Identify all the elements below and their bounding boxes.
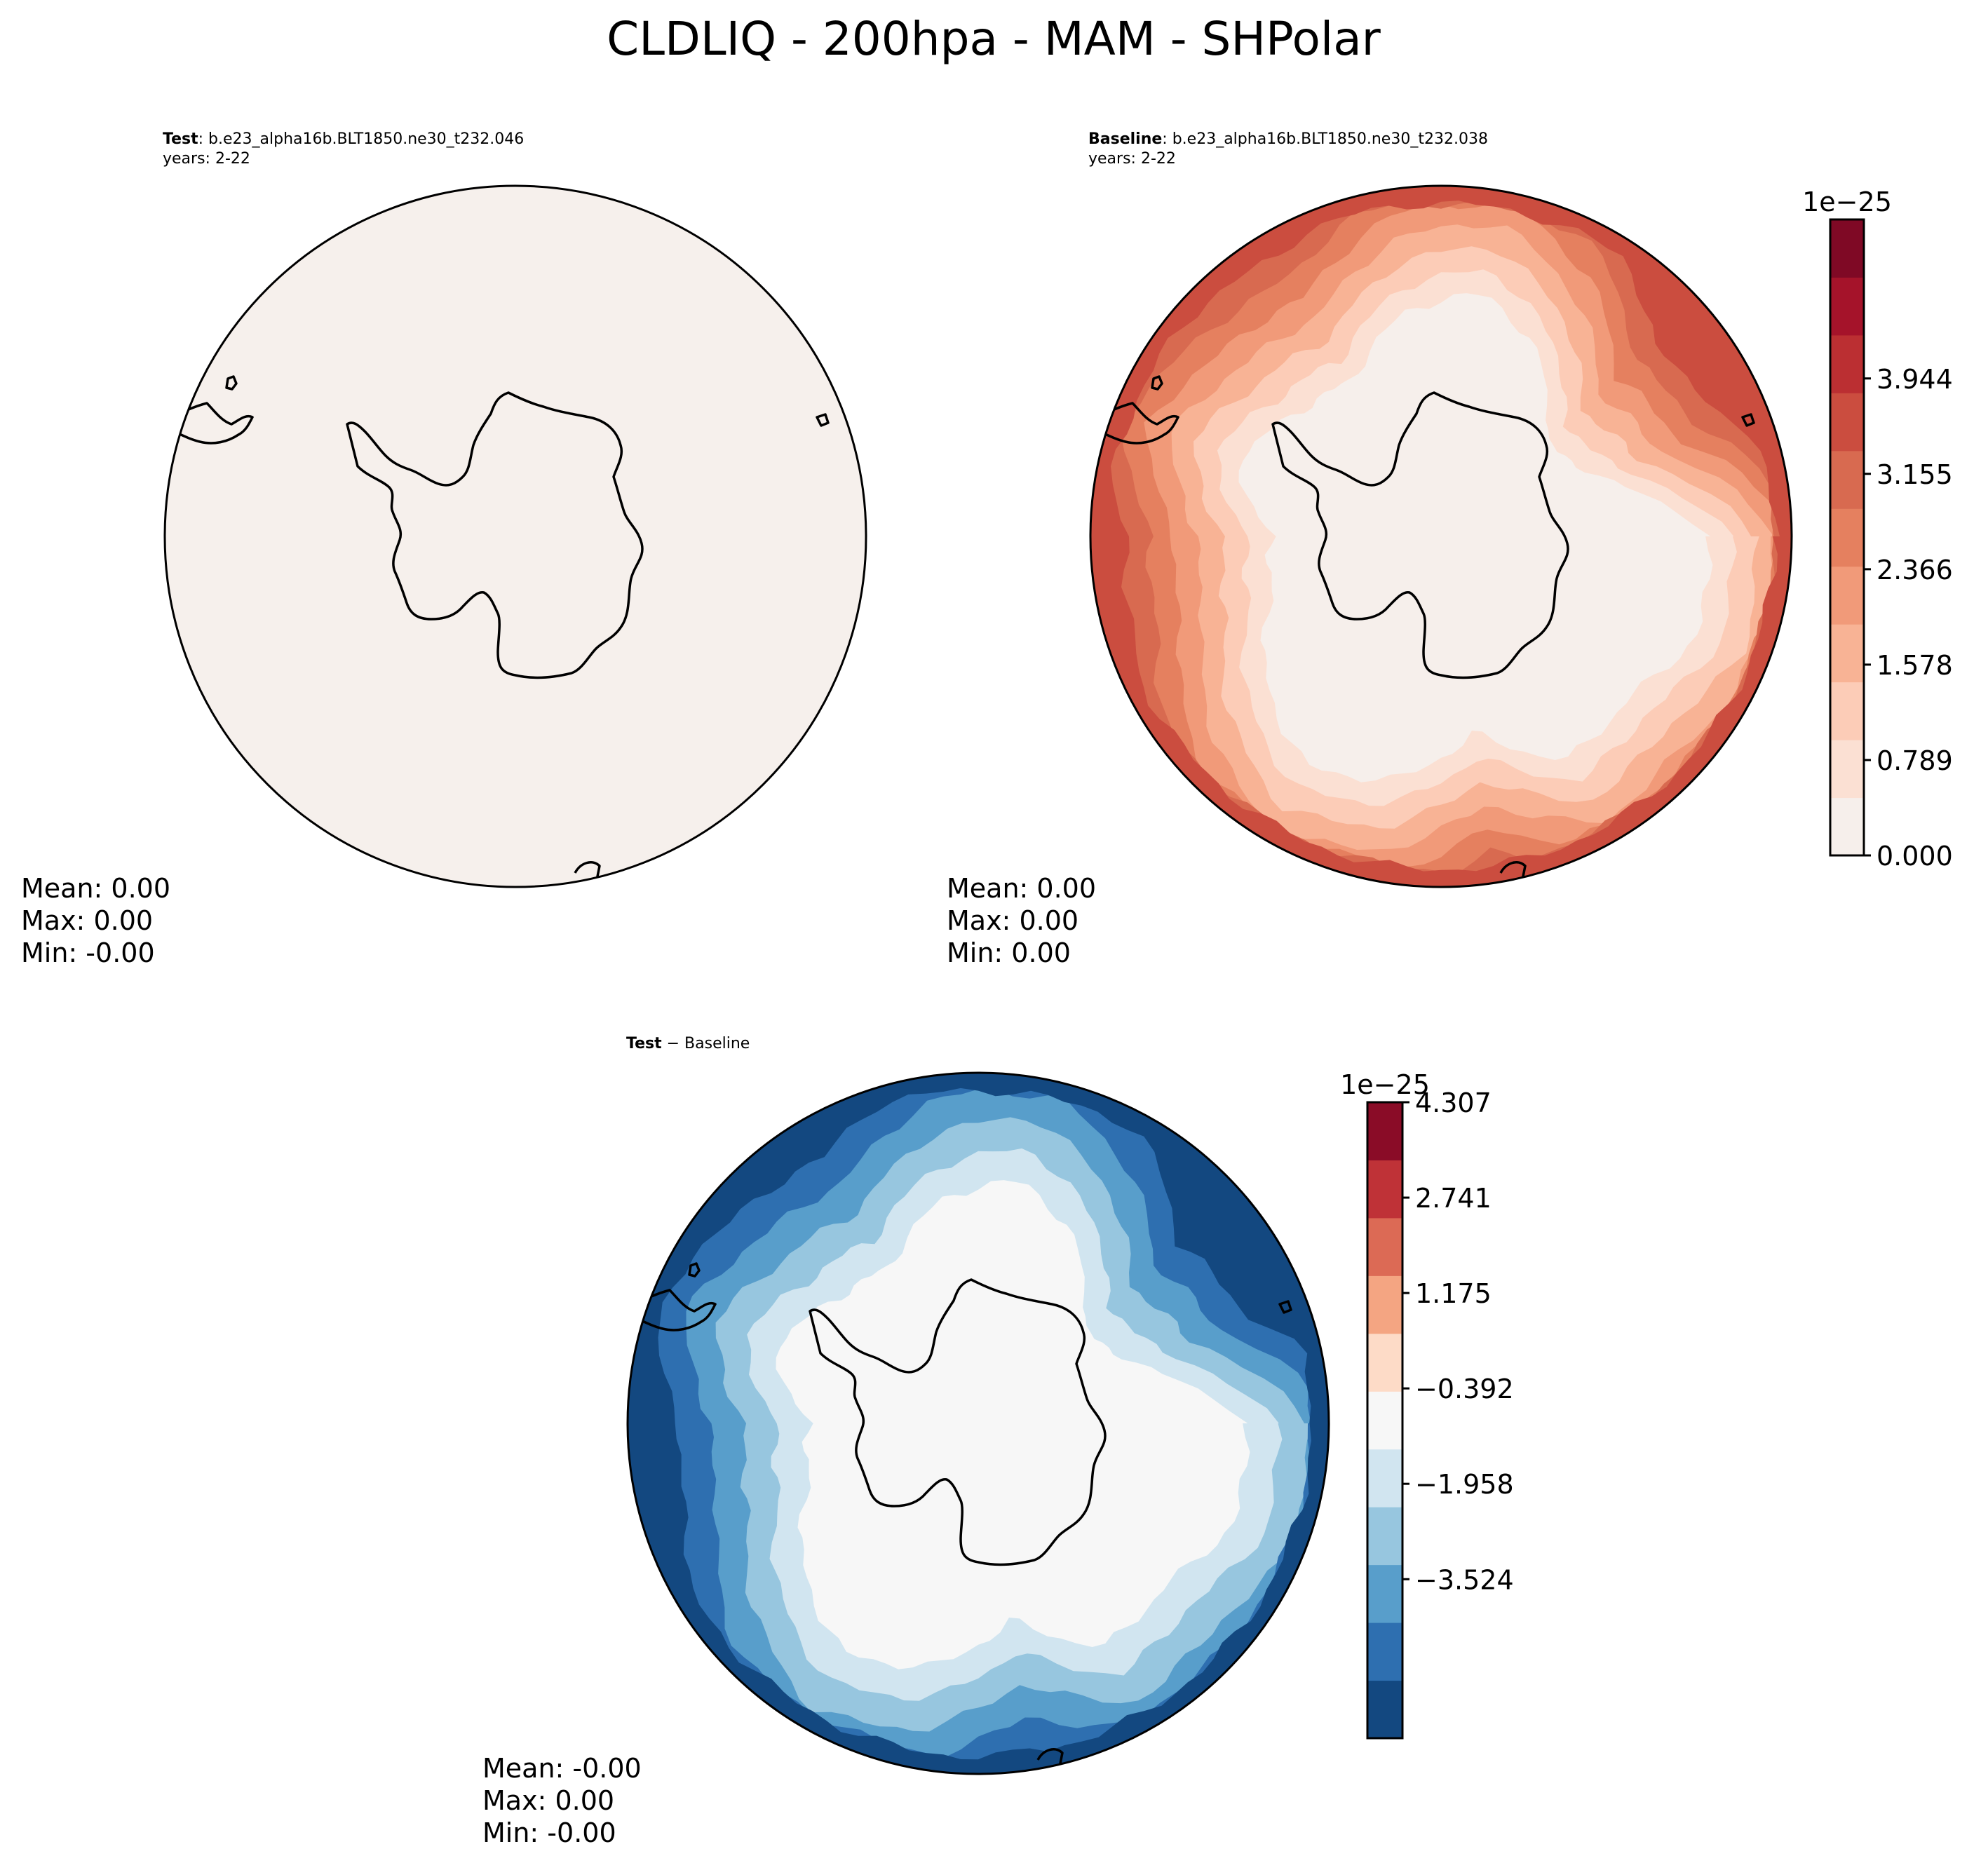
- panel-label-rest: − Baseline: [662, 1035, 750, 1052]
- map-test-field: [165, 186, 866, 887]
- map-difference-field: [628, 1073, 1329, 1774]
- panel-label-bold: Baseline: [1088, 130, 1162, 148]
- colorbar-difference-swatch-9: [1367, 1160, 1402, 1219]
- panel-label-bold: Test: [626, 1035, 662, 1052]
- colorbar-tick-label: −1.958: [1415, 1469, 1514, 1500]
- panel-label-bold: Test: [163, 130, 198, 148]
- colorbar-tick-label: 3.944: [1877, 364, 1953, 395]
- colorbar-baseline-exponent: 1e−25: [1802, 187, 1892, 217]
- colorbar-baseline-swatch-2: [1830, 682, 1864, 740]
- colorbar-difference-swatch-5: [1367, 1391, 1402, 1450]
- stats-difference-1: Max: 0.00: [482, 1785, 614, 1816]
- stats-test-1: Max: 0.00: [21, 905, 153, 936]
- map-baseline-boundary: [1089, 184, 1793, 888]
- stats-baseline-2: Min: 0.00: [947, 937, 1071, 968]
- panel-label-test: Test: b.e23_alpha16b.BLT1850.ne30_t232.0…: [163, 130, 524, 148]
- island-coastline: [1741, 413, 1755, 427]
- stats-test-2: Min: -0.00: [21, 937, 155, 968]
- stats-difference-0: Mean: -0.00: [482, 1753, 642, 1784]
- stats-test-0: Mean: 0.00: [21, 873, 170, 904]
- colorbar-baseline-swatch-4: [1830, 566, 1864, 625]
- colorbar-difference-swatch-7: [1367, 1275, 1402, 1334]
- stats-difference-2: Min: -0.00: [482, 1817, 616, 1848]
- island-coastline: [816, 413, 830, 427]
- colorbar-tick-label: 1.175: [1415, 1278, 1492, 1309]
- map-baseline: [1089, 184, 1793, 888]
- island-coastline: [1036, 1748, 1064, 1771]
- colorbar-difference-swatch-10: [1367, 1102, 1402, 1160]
- colorbar-tick-label: −3.524: [1415, 1564, 1514, 1595]
- colorbar-difference-swatch-8: [1367, 1217, 1402, 1276]
- colorbar-baseline-swatch-0: [1830, 797, 1864, 856]
- colorbar-tick-label: 2.366: [1877, 555, 1953, 585]
- panel-years-test: years: 2-22: [163, 150, 250, 168]
- map-baseline-coastlines: [1090, 375, 1755, 884]
- colorbar-tick-label: 0.789: [1877, 745, 1953, 776]
- map-test-background: [165, 186, 866, 887]
- figure-title: CLDLIQ - 200hpa - MAM - SHPolar: [607, 12, 1381, 66]
- map-test-boundary: [163, 184, 867, 888]
- colorbar-tick-label: 0.000: [1877, 841, 1953, 872]
- map-test: [163, 184, 867, 888]
- map-difference-coastlines: [628, 1262, 1292, 1771]
- panel-label-difference: Test − Baseline: [626, 1035, 750, 1052]
- colorbar-baseline-swatch-1: [1830, 740, 1864, 799]
- colorbar-tick-label: 2.741: [1415, 1183, 1492, 1214]
- colorbar-difference-swatch-6: [1367, 1333, 1402, 1392]
- colorbar-baseline-swatch-5: [1830, 508, 1864, 567]
- colorbar-difference-swatch-2: [1367, 1564, 1402, 1623]
- colorbar-baseline-swatch-3: [1830, 624, 1864, 683]
- stats-baseline-0: Mean: 0.00: [947, 873, 1096, 904]
- map-difference-level-4: [628, 1073, 1329, 1774]
- colorbar-tick-label: 3.155: [1877, 459, 1953, 490]
- colorbar-baseline-swatch-6: [1830, 450, 1864, 509]
- colorbar-baseline-frame: [1829, 218, 1865, 857]
- map-baseline-field: [1090, 186, 1792, 887]
- colorbar-difference-exponent: 1e−25: [1340, 1069, 1430, 1100]
- panel-label-rest: : b.e23_alpha16b.BLT1850.ne30_t232.038: [1162, 130, 1488, 148]
- colorbar-difference-swatch-0: [1367, 1680, 1402, 1739]
- colorbar-baseline-swatch-7: [1830, 393, 1864, 452]
- island-coastline: [1499, 861, 1527, 884]
- colorbar-tick-label: −0.392: [1415, 1374, 1514, 1404]
- map-test-coastlines: [165, 375, 830, 884]
- colorbar-difference-swatch-3: [1367, 1507, 1402, 1566]
- colorbar-tick-label: 1.578: [1877, 650, 1953, 681]
- panel-label-baseline: Baseline: b.e23_alpha16b.BLT1850.ne30_t2…: [1088, 130, 1488, 148]
- panel-label-rest: : b.e23_alpha16b.BLT1850.ne30_t232.046: [198, 130, 525, 148]
- stats-baseline-1: Max: 0.00: [947, 905, 1078, 936]
- island-coastline: [1278, 1300, 1292, 1314]
- map-baseline-level-5: [1090, 186, 1792, 887]
- colorbar-baseline-swatch-8: [1830, 334, 1864, 393]
- island-coastline: [574, 861, 601, 884]
- panel-years-baseline: years: 2-22: [1088, 150, 1176, 168]
- colorbar-difference-frame: [1366, 1101, 1404, 1740]
- colorbar-baseline-swatch-10: [1830, 219, 1864, 278]
- colorbar-difference-swatch-4: [1367, 1449, 1402, 1507]
- map-difference-boundary: [626, 1071, 1330, 1775]
- colorbar-tick-label: 4.307: [1415, 1088, 1492, 1118]
- colorbar-difference-swatch-1: [1367, 1622, 1402, 1681]
- colorbar-baseline-swatch-9: [1830, 277, 1864, 336]
- map-difference: [626, 1071, 1330, 1775]
